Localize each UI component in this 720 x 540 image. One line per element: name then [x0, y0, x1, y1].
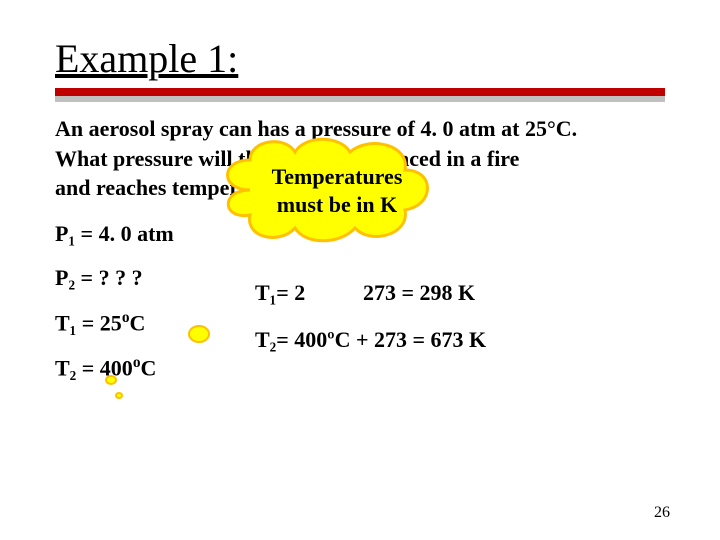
- calc-t1: T₁= 25ºC + 273 = 298 K: [255, 280, 475, 306]
- thought-dot-large: [188, 325, 210, 343]
- calc-t2: T₂= 400ºC + 273 = 673 K: [255, 327, 486, 353]
- slide: Example 1: An aerosol spray can has a pr…: [0, 0, 720, 540]
- cloud-text: Temperaturesmust be in K: [252, 163, 422, 218]
- title-underline-bar: [55, 88, 665, 96]
- var-t2: T₂ = 400oC: [55, 354, 665, 381]
- page-number: 26: [654, 504, 670, 522]
- thought-dot-small: [115, 392, 123, 399]
- thought-dot-medium: [105, 375, 117, 385]
- slide-title: Example 1:: [55, 35, 665, 82]
